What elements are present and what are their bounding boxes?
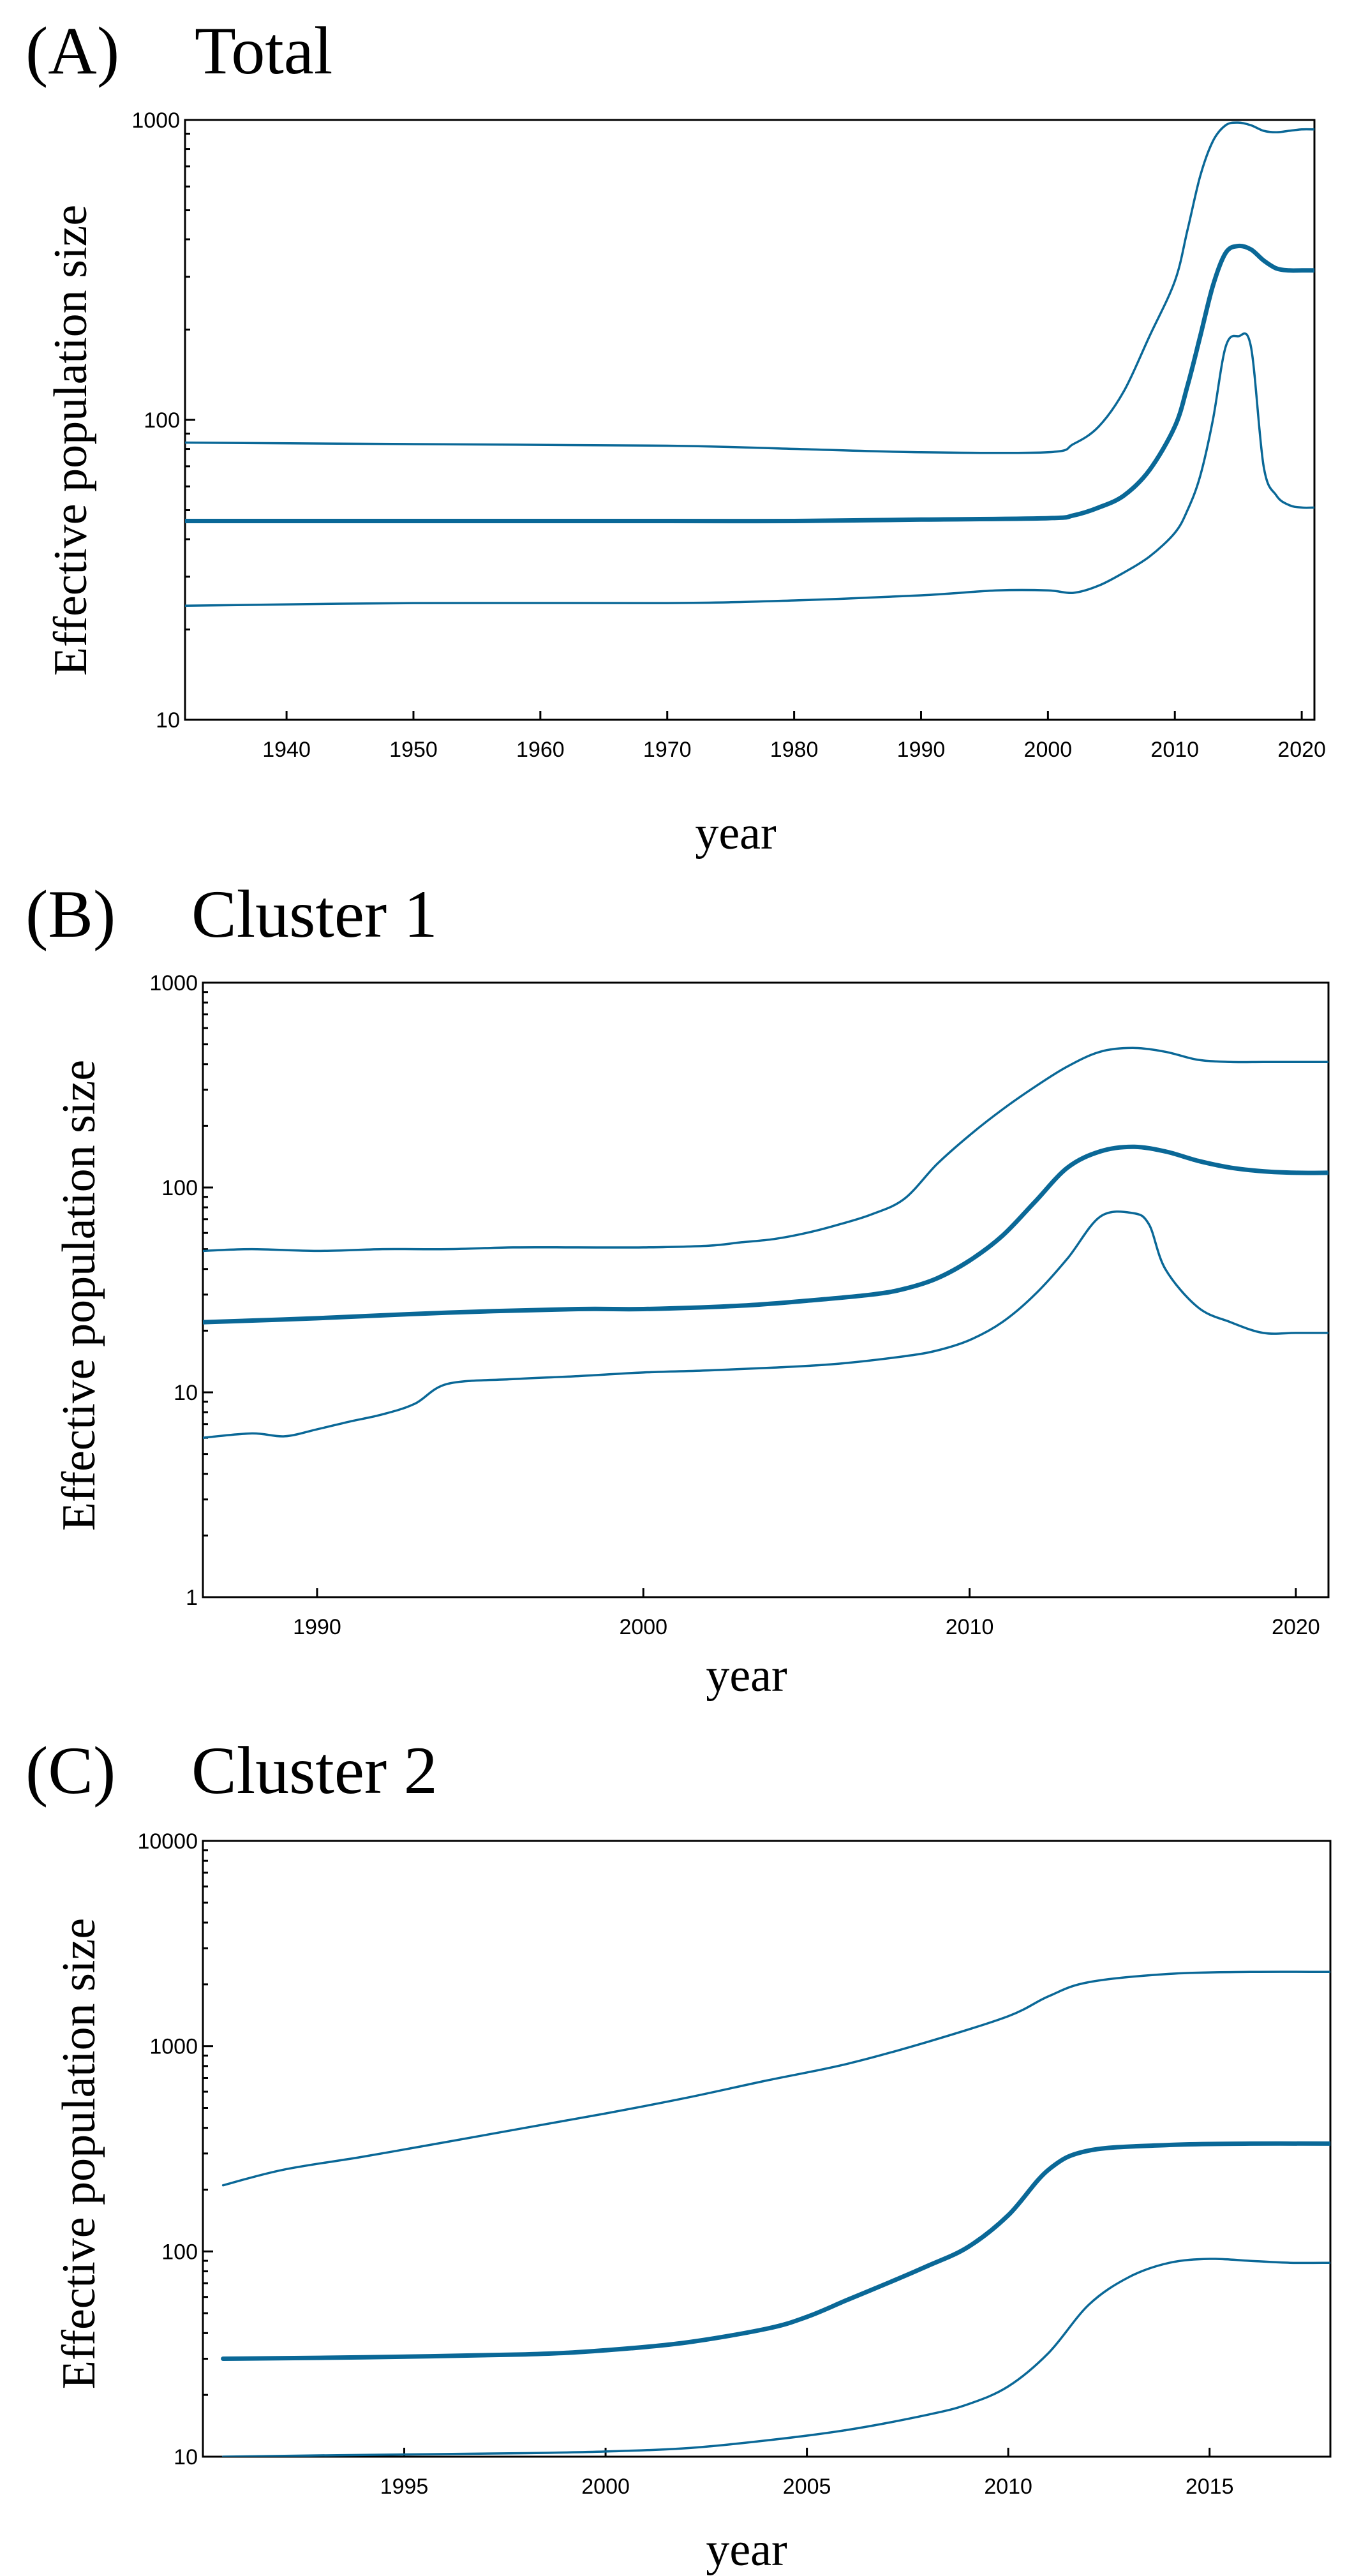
panel-c-series-upper [221,1970,1330,2187]
panel-a-frame [184,119,1316,721]
panel-c-series-lower [221,2258,1330,2457]
panel-b: (B) Cluster 1 year Effective population … [26,877,1330,1702]
panel-a-xtick-label: 1950 [389,738,438,762]
panel-c-xtick-label: 2010 [984,2475,1032,2499]
panel-c-ytick-label: 100 [161,2240,198,2264]
panel-a-title: Total [195,13,332,88]
panel-a-xtick-label: 1960 [516,738,565,762]
panel-a-plot: 1940 1950 1960 1970 1980 1990 2000 2010 2020 10 10… [131,108,1326,762]
panel-a-xtick-label: 1990 [897,738,946,762]
panel-c-title: Cluster 2 [191,1733,438,1808]
panel-a-xtick-label: 1970 [643,738,692,762]
panel-a-xtick-label: 1980 [770,738,819,762]
panel-a-series-lower [185,332,1314,607]
panel-c-xtick-label: 1995 [380,2475,429,2499]
panel-a-label: (A) [26,13,119,88]
panel-b-ytick-label: 10 [174,1381,198,1405]
panel-b-xtick-label: 2000 [619,1615,667,1639]
panel-a-series-median [185,243,1314,524]
panel-c-xtick-label: 2000 [581,2475,630,2499]
panel-b-ytick-label: 100 [161,1176,198,1200]
panel-b-series-upper [203,1046,1328,1253]
panel-b-ytick-label: 1000 [149,971,198,995]
panel-b-ylabel: Effective population size [53,1060,105,1531]
panel-a-xtick-label: 2000 [1024,738,1073,762]
panel-a-series-upper [185,121,1314,454]
panel-c-xtick-label: 2005 [783,2475,831,2499]
panel-c-ytick-label: 10 [174,2445,198,2469]
panel-b-series-lower [203,1210,1328,1439]
panel-c-ylabel: Effective population size [53,1918,105,2389]
panel-a-ytick-label: 1000 [131,108,180,133]
panel-b-series-median [203,1144,1328,1325]
panel-b-label: (B) [26,877,115,951]
panel-b-frame [202,981,1330,1598]
panel-c-xlabel: year [706,2524,787,2576]
panel-b-ytick-label: 1 [186,1586,198,1610]
panel-c-ytick-label: 10000 [137,1829,198,1854]
panel-b-xtick-label: 2020 [1272,1615,1320,1639]
panel-c: (C) Cluster 2 year Effective population … [26,1733,1332,2576]
panel-a-xtick-label: 2010 [1150,738,1199,762]
panel-c-label: (C) [26,1733,115,1808]
panel-a-xtick-label: 1940 [262,738,311,762]
panel-c-xtick-label: 2015 [1186,2475,1234,2499]
panel-b-xlabel: year [706,1649,787,1702]
panel-a-xlabel: year [695,807,776,860]
panel-a-ylabel: Effective population size [45,205,97,676]
panel-a: (A) Total year Effective population size… [26,13,1326,860]
panel-b-title: Cluster 1 [191,877,438,951]
panel-c-ytick-label: 1000 [149,2035,198,2059]
panel-c-series-median [221,2141,1330,2361]
panel-c-frame [202,1840,1332,2458]
panel-b-xtick-label: 2010 [946,1615,994,1639]
panel-c-plot: 1995 2000 2005 2010 2015 10 100 1000 10000 [137,1829,1332,2499]
panel-a-ytick-label: 10 [156,708,180,733]
panel-b-xtick-label: 1990 [293,1615,341,1639]
panel-a-ytick-label: 100 [144,408,180,433]
panel-b-plot: 1990 2000 2010 2020 1 10 100 1000 [149,971,1330,1639]
panel-a-xtick-label: 2020 [1277,738,1326,762]
